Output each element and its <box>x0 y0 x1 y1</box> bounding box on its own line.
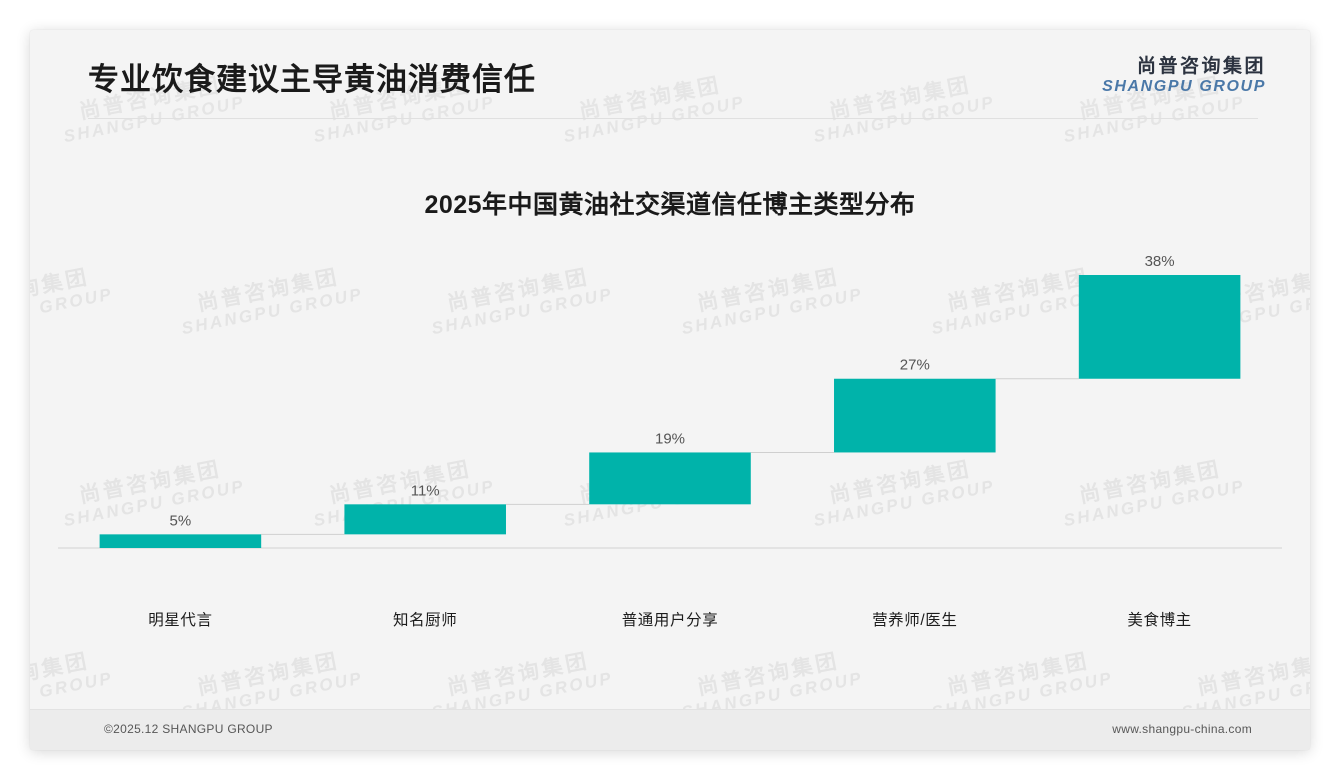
category-label: 普通用户分享 <box>621 612 719 629</box>
chart-title: 2025年中国黄油社交渠道信任博主类型分布 <box>424 191 916 219</box>
bar-value-label: 19% <box>655 430 685 447</box>
bar-segment[interactable] <box>1078 275 1241 379</box>
bar-segment[interactable] <box>344 504 506 535</box>
brand-logo: 尚普咨询集团 SHANGPU GROUP <box>1102 56 1266 96</box>
category-label: 营养师/医生 <box>872 612 958 629</box>
website-link[interactable]: www.shangpu-china.com <box>1112 722 1252 736</box>
slide-canvas: 尚普咨询集团 SHANGPU GROUP 尚普咨询集团 SHANGPU GROUP 尚普… <box>30 30 1310 750</box>
slide-header: 专业饮食建议主导黄油消费信任 尚普咨询集团 SHANGPU GROUP <box>30 30 1310 119</box>
waterfall-chart: 5% 11% 19% 27% 38% <box>58 245 1282 575</box>
page-title: 专业饮食建议主导黄油消费信任 <box>88 62 536 97</box>
bar-value-label: 38% <box>1145 253 1175 270</box>
chart-svg: 5% 11% 19% 27% 38% <box>58 253 1282 549</box>
copyright-text: ©2025.12 SHANGPU GROUP <box>104 722 273 736</box>
logo-chinese-text: 尚普咨询集团 <box>1136 56 1266 77</box>
bar-segment[interactable] <box>589 452 751 505</box>
bar-value-label: 11% <box>411 482 440 499</box>
category-label: 知名厨师 <box>392 612 458 629</box>
slide-footer: ©2025.12 SHANGPU GROUP www.shangpu-china… <box>30 709 1310 750</box>
category-label: 明星代言 <box>148 612 213 629</box>
logo-english-text: SHANGPU GROUP <box>1102 77 1266 95</box>
bar-value-label: 5% <box>170 512 192 529</box>
category-axis-labels: 明星代言 知名厨师 普通用户分享 营养师/医生 美食博主 <box>58 608 1282 638</box>
header-divider <box>88 118 1258 119</box>
category-label: 美食博主 <box>1127 612 1192 629</box>
bar-segment[interactable] <box>99 534 262 548</box>
bar-value-label: 27% <box>900 357 930 374</box>
bar-segment[interactable] <box>834 378 996 453</box>
